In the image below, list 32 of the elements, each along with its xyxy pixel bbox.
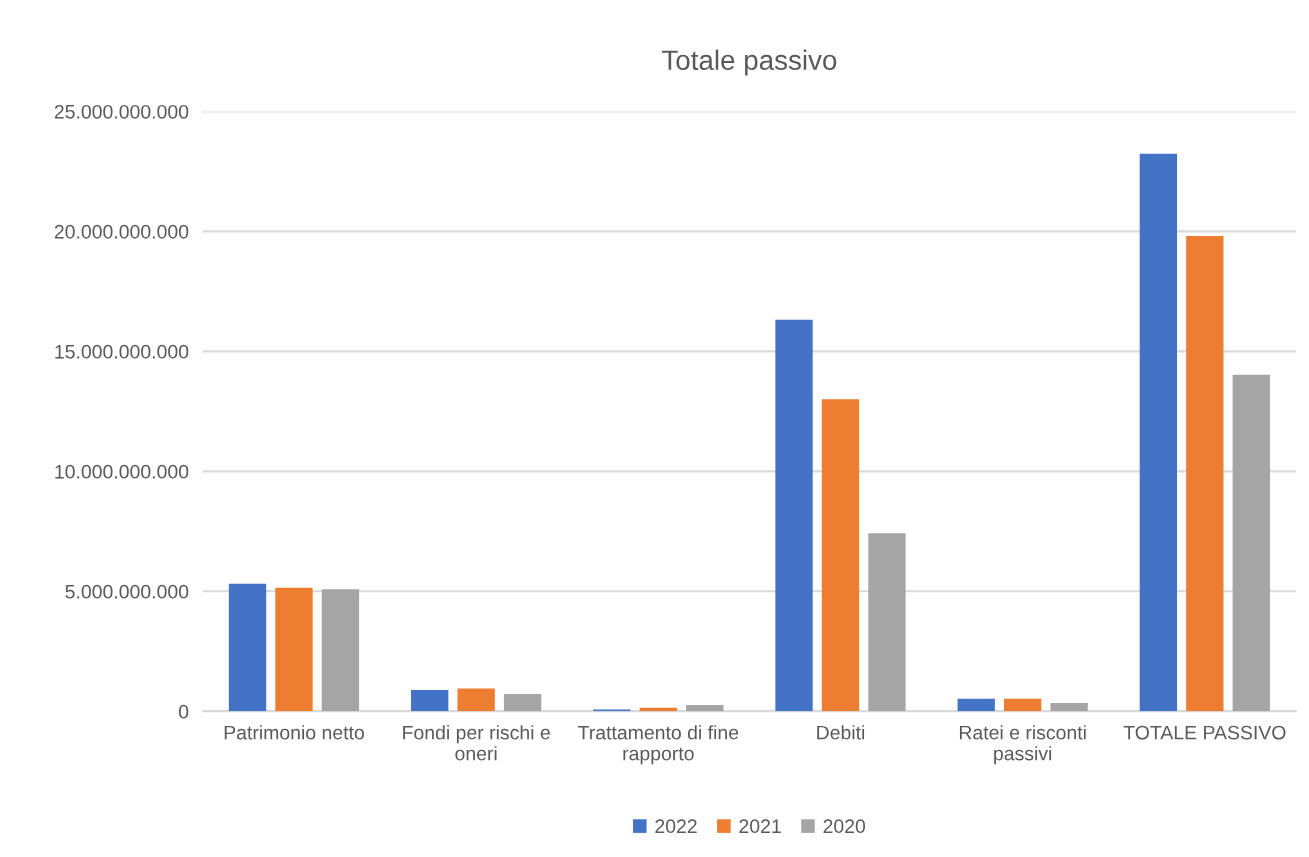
x-tick-label: Fondi per rischi e oneri <box>403 725 550 761</box>
y-tick-label: 10.000.000.000 <box>55 464 189 479</box>
x-tick-label: Debiti <box>817 725 865 740</box>
y-tick-label: 5.000.000.000 <box>65 584 189 599</box>
bar <box>821 399 860 712</box>
y-tick-label: 25.000.000.000 <box>54 104 189 119</box>
bar <box>868 533 906 712</box>
bar <box>321 589 360 712</box>
x-tick-label: Trattamento di fine rapporto <box>578 725 739 765</box>
bar <box>775 319 813 712</box>
chart-title: Totale passivo <box>662 49 837 76</box>
y-tick-label: 15.000.000.000 <box>55 344 189 359</box>
bar <box>686 705 724 712</box>
bar <box>1050 702 1088 712</box>
bar <box>1232 374 1270 712</box>
x-tick-label: Ratei e risconti passivi <box>959 725 1086 765</box>
legend-label: 2020 <box>823 819 866 834</box>
x-tick-label: TOTALE PASSIVO <box>1123 725 1286 740</box>
bar <box>503 694 542 712</box>
y-tick-label: 20.000.000.000 <box>54 224 189 239</box>
bar <box>1186 235 1224 712</box>
x-tick-label: Patrimonio netto <box>224 725 364 740</box>
bar <box>1003 698 1042 712</box>
bar <box>1139 153 1178 712</box>
bar <box>411 689 449 712</box>
legend-label: 2021 <box>739 819 781 834</box>
bar <box>275 587 313 712</box>
bar <box>457 688 495 712</box>
y-tick-label: 0 <box>178 704 189 719</box>
legend-label: 2022 <box>655 819 697 834</box>
bar <box>957 698 995 712</box>
bar <box>228 583 267 712</box>
